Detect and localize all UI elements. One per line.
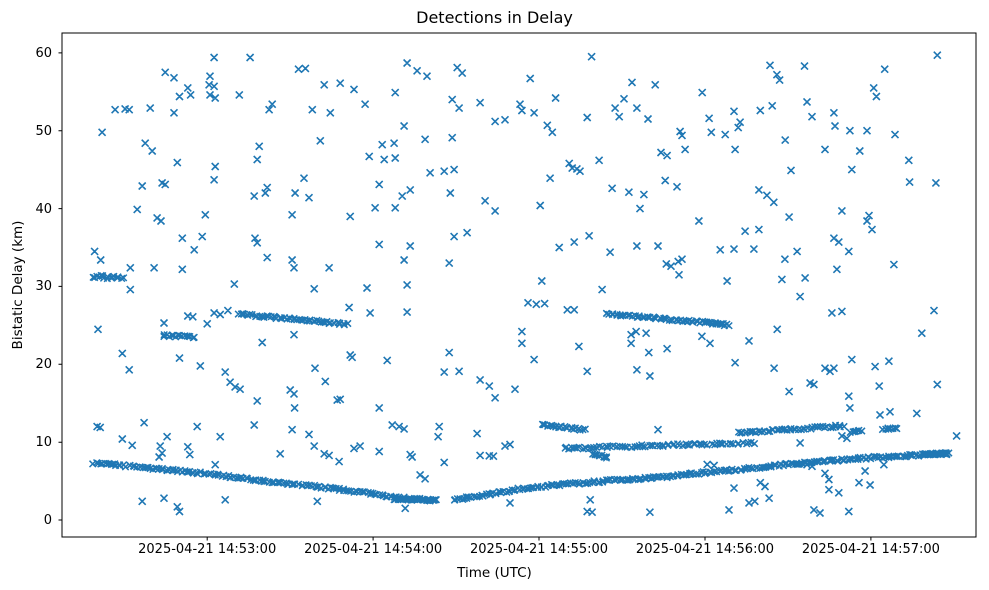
x-axis-title: Time (UTC): [457, 565, 532, 581]
y-tick-label: 20: [35, 357, 52, 373]
y-tick-label: 40: [35, 201, 52, 217]
x-tick-label: 2025-04-21 14:56:00: [635, 542, 774, 557]
x-tick-label: 2025-04-21 14:57:00: [801, 542, 940, 557]
y-tick-label: 10: [35, 435, 52, 451]
clutter-scatter-markers: [90, 51, 961, 518]
chart-title: Detections in Delay: [416, 8, 573, 27]
y-tick-label: 60: [35, 45, 52, 61]
x-tick-label: 2025-04-21 14:53:00: [138, 542, 277, 557]
y-tick-label: 50: [35, 123, 52, 139]
axes-spines: [61, 32, 977, 538]
x-tick-label: 2025-04-21 14:54:00: [304, 542, 443, 557]
track-scatter-markers: [88, 271, 953, 505]
x-tick-label: 2025-04-21 14:55:00: [470, 542, 609, 557]
y-tick-label: 30: [35, 279, 52, 295]
y-tick-label: 0: [43, 513, 52, 529]
axis-tick-marks: [58, 52, 872, 541]
